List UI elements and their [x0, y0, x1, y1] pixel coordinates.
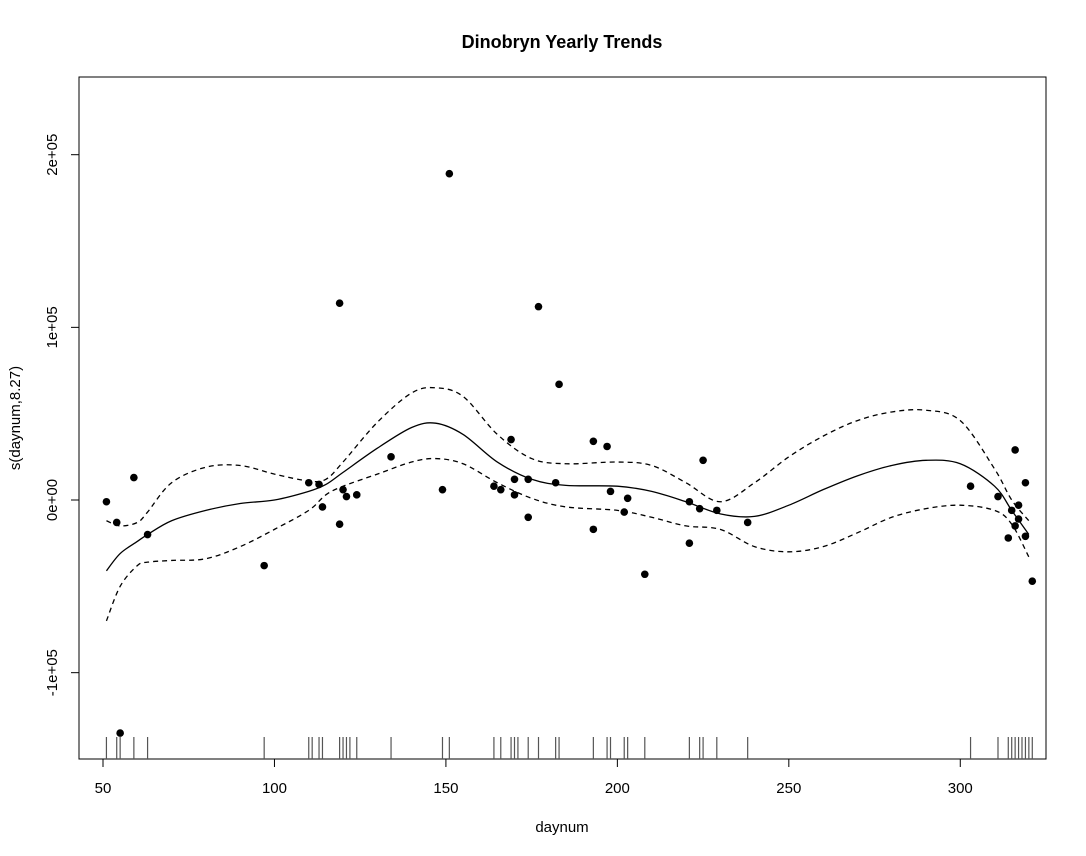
data-point — [534, 302, 543, 311]
upper-confidence-band — [106, 386, 1030, 527]
data-point — [713, 506, 721, 515]
x-tick-label: 100 — [262, 780, 287, 797]
data-point — [260, 561, 268, 570]
data-points — [102, 169, 1037, 737]
y-tick-label: 2e+05 — [44, 134, 61, 176]
chart-title: Dinobryn Yearly Trends — [462, 32, 663, 52]
data-point — [589, 525, 598, 534]
data-point — [551, 478, 560, 487]
y-tick-label: 0e+00 — [44, 479, 61, 521]
rug-marks — [105, 737, 1033, 759]
data-point — [112, 518, 121, 527]
x-tick-label: 200 — [605, 780, 630, 797]
x-axis: 50 100 150 200 250 300 — [95, 758, 973, 797]
data-point — [1004, 534, 1013, 542]
data-point — [1014, 501, 1023, 509]
x-tick-label: 150 — [433, 780, 458, 797]
data-point — [510, 475, 519, 484]
data-point — [524, 475, 533, 484]
data-point — [490, 482, 498, 491]
data-point — [335, 299, 344, 307]
data-point — [1028, 577, 1037, 585]
data-point — [496, 485, 505, 494]
data-point — [130, 473, 138, 482]
data-point — [335, 520, 344, 528]
data-point — [524, 513, 533, 522]
data-point — [640, 570, 649, 579]
data-point — [685, 497, 694, 506]
y-tick-label: 1e+05 — [44, 306, 61, 348]
data-point — [510, 491, 519, 499]
data-point — [606, 487, 615, 496]
data-point — [438, 485, 447, 494]
data-point — [116, 729, 124, 737]
data-point — [304, 478, 313, 487]
x-axis-label: daynum — [535, 819, 588, 836]
data-point — [102, 497, 111, 506]
x-tick-label: 50 — [95, 780, 112, 797]
data-point — [445, 169, 454, 178]
data-point — [339, 485, 347, 494]
data-point — [318, 503, 327, 511]
y-tick-label: -1e+05 — [44, 649, 61, 696]
lower-confidence-band — [105, 457, 1030, 622]
data-point — [623, 494, 632, 503]
x-tick-label: 250 — [776, 780, 801, 797]
data-point — [743, 518, 752, 527]
data-point — [685, 539, 694, 547]
plot-frame — [78, 76, 1047, 760]
data-point — [603, 442, 611, 451]
data-point — [994, 492, 1002, 501]
x-tick-label: 300 — [948, 780, 973, 797]
smooth-curve-group — [105, 422, 1030, 572]
data-point — [966, 482, 975, 491]
data-point — [555, 380, 563, 389]
y-axis: -1e+05 0e+00 1e+05 2e+05 — [44, 134, 80, 696]
data-point — [1011, 522, 1019, 530]
smooth-curve — [105, 422, 1030, 572]
data-point — [699, 456, 707, 465]
data-point — [143, 530, 152, 539]
data-point — [1011, 446, 1019, 454]
data-point — [1021, 532, 1030, 541]
data-point — [342, 492, 351, 501]
data-point — [1021, 478, 1030, 487]
data-point — [315, 480, 323, 489]
data-point — [352, 491, 361, 499]
data-point — [695, 504, 704, 513]
data-point — [1014, 515, 1023, 523]
data-point — [589, 437, 598, 446]
data-point — [1007, 506, 1016, 515]
confidence-bands — [105, 386, 1030, 622]
y-axis-label: s(daynum,8.27) — [7, 366, 24, 470]
data-point — [387, 453, 395, 461]
data-point — [507, 435, 515, 444]
data-point — [620, 508, 629, 516]
